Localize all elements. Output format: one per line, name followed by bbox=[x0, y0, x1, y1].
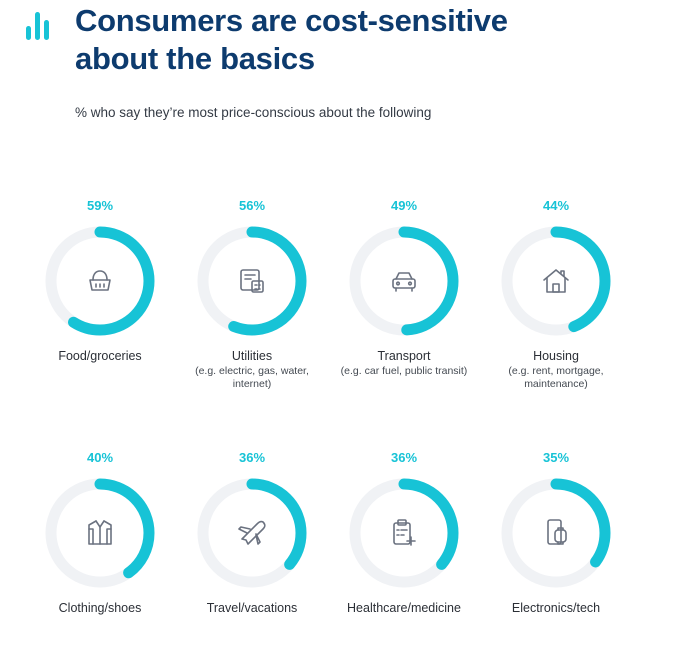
data-label: 36% bbox=[238, 450, 266, 465]
donut-ring bbox=[192, 473, 312, 593]
data-label: 49% bbox=[390, 198, 418, 213]
donut-item: 49% Transport (e.g. car fuel, public trans… bbox=[329, 197, 479, 378]
clipboard-icon bbox=[393, 519, 416, 546]
house-icon bbox=[543, 269, 569, 293]
data-label: 36% bbox=[390, 450, 418, 465]
donut-item: 59% Food/groceries bbox=[25, 197, 175, 364]
category-note: (e.g. electric, gas, water, internet) bbox=[195, 365, 309, 390]
donut-ring bbox=[496, 473, 616, 593]
donut-item: 44% Housing (e.g. rent, mortgage, maintena… bbox=[481, 197, 631, 391]
donut-arc bbox=[349, 478, 459, 588]
donut-arc bbox=[349, 226, 459, 336]
data-label: 59% bbox=[86, 198, 114, 213]
basket-icon bbox=[89, 270, 111, 291]
donut-item: 40% Clothing/shoes bbox=[25, 449, 175, 616]
data-label: 56% bbox=[238, 198, 266, 213]
car-icon bbox=[392, 272, 416, 292]
donut-ring bbox=[192, 221, 312, 341]
donut-ring bbox=[496, 221, 616, 341]
donut-arc bbox=[501, 226, 611, 336]
chart-subtitle: % who say they’re most price-conscious a… bbox=[75, 105, 432, 120]
donut-item: 36% Healthcare/medicine bbox=[329, 449, 479, 616]
category-label: Travel/vacations bbox=[206, 601, 298, 615]
brand-logo-icon bbox=[24, 8, 54, 40]
category-label: Food/groceries bbox=[58, 349, 142, 363]
donut-ring bbox=[40, 221, 160, 341]
donut-item: 35% Electronics/tech bbox=[481, 449, 631, 616]
data-label: 44% bbox=[542, 198, 570, 213]
devices-icon bbox=[547, 519, 567, 545]
donut-item: 36% Travel/vacations bbox=[177, 449, 327, 616]
donut-arc bbox=[45, 226, 155, 336]
donut-ring bbox=[344, 221, 464, 341]
donut-ring bbox=[40, 473, 160, 593]
shirt-icon bbox=[88, 520, 112, 545]
donut-item: 56% Utilities (e.g. electric, gas, water, … bbox=[177, 197, 327, 391]
category-label: Clothing/shoes bbox=[58, 601, 142, 615]
category-label: Electronics/tech bbox=[511, 601, 601, 615]
donut-ring bbox=[344, 473, 464, 593]
donut-arc bbox=[45, 478, 155, 588]
bill-icon bbox=[240, 269, 264, 293]
donut-arc bbox=[501, 478, 611, 588]
category-label: Transport bbox=[377, 349, 431, 363]
donut-arc bbox=[197, 478, 307, 588]
category-label: Utilities bbox=[231, 349, 273, 363]
category-note: (e.g. car fuel, public transit) bbox=[340, 365, 468, 377]
data-label: 35% bbox=[542, 450, 570, 465]
category-label: Healthcare/medicine bbox=[347, 601, 461, 615]
category-note: (e.g. rent, mortgage, maintenance) bbox=[508, 365, 604, 390]
data-label: 40% bbox=[86, 450, 114, 465]
airplane-icon bbox=[238, 520, 266, 545]
donut-arc bbox=[197, 226, 307, 336]
chart-title: Consumers are cost-sensitive about the b… bbox=[75, 3, 508, 76]
category-label: Housing bbox=[533, 349, 579, 363]
